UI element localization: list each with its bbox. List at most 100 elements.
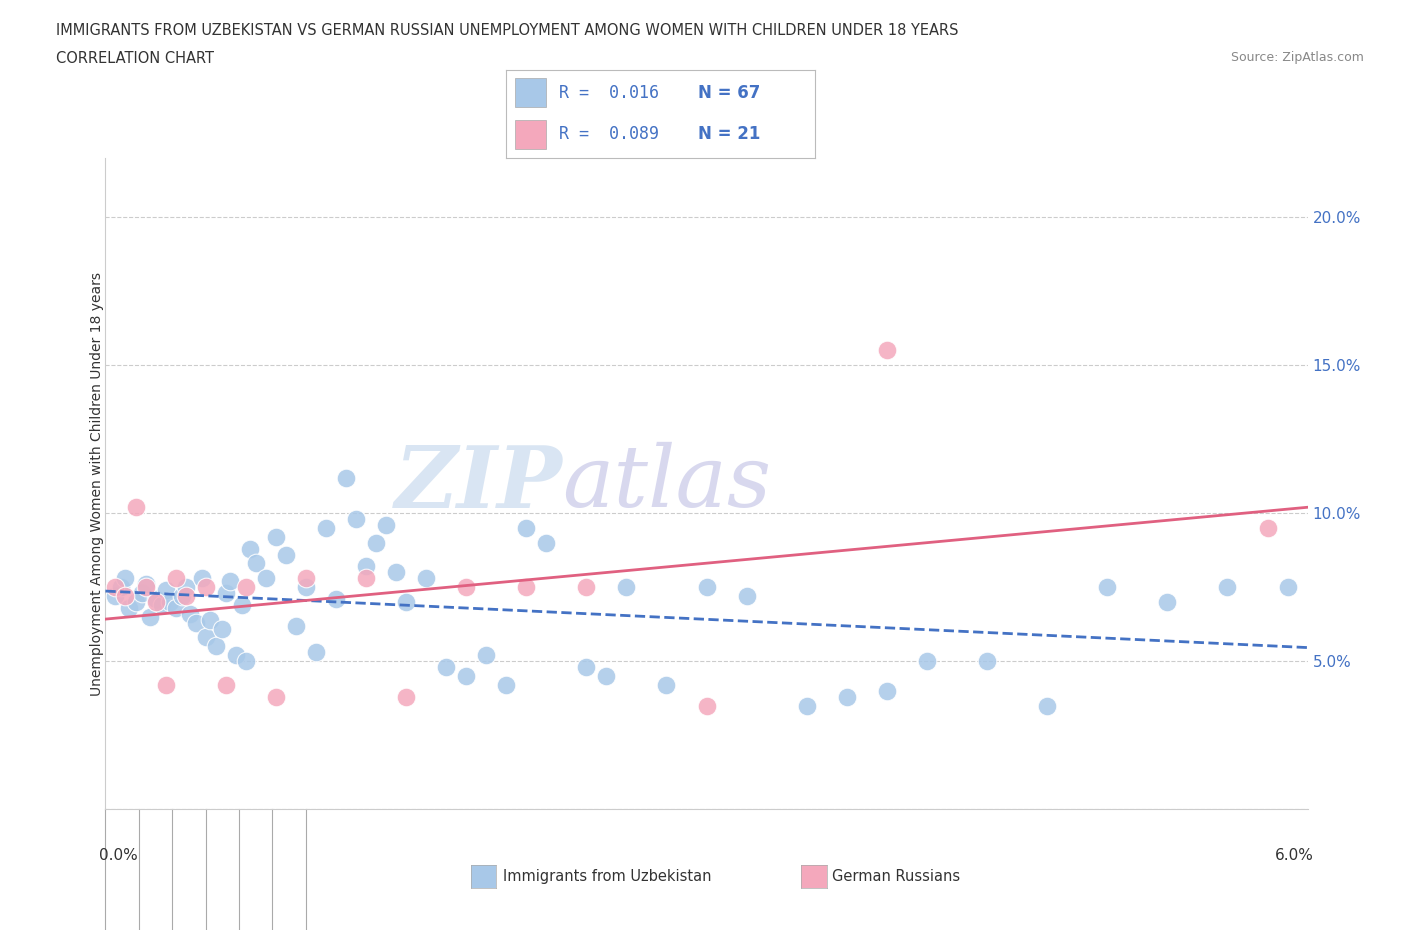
Point (155, 677, 177, 692)
Bar (516, 78, 547, 107)
Point (204, 639, 226, 654)
Point (284, 618, 307, 633)
Point (145, 591, 167, 606)
Text: German Russians: German Russians (832, 870, 960, 884)
Point (124, 594, 146, 609)
Point (1036, 698, 1059, 713)
Point (385, 565, 408, 579)
Point (395, 594, 418, 609)
Point (534, 536, 557, 551)
Point (104, 579, 127, 594)
Point (135, 579, 157, 594)
Point (131, 586, 153, 601)
Point (274, 547, 297, 562)
Point (190, 571, 212, 586)
Text: atlas: atlas (562, 443, 772, 525)
Point (225, 648, 247, 663)
Point (1277, 579, 1299, 594)
Point (174, 579, 197, 594)
Point (614, 579, 637, 594)
Point (454, 669, 477, 684)
Point (254, 571, 277, 586)
Point (515, 579, 537, 594)
Point (231, 597, 253, 612)
Point (575, 579, 598, 594)
Point (415, 571, 437, 586)
Text: ZIP: ZIP (395, 442, 562, 525)
Point (114, 589, 136, 604)
Text: 6.0%: 6.0% (1275, 848, 1313, 863)
Point (150, 597, 173, 612)
Point (305, 644, 328, 659)
Point (475, 648, 498, 663)
Point (1216, 579, 1239, 594)
Point (104, 589, 127, 604)
Point (114, 571, 136, 586)
Point (344, 512, 367, 526)
Point (395, 689, 418, 704)
Point (170, 589, 193, 604)
Point (374, 518, 396, 533)
Point (976, 654, 998, 669)
Point (835, 689, 858, 704)
Point (184, 616, 207, 631)
Point (315, 521, 337, 536)
Point (294, 571, 316, 586)
Point (218, 574, 240, 589)
Point (124, 499, 146, 514)
Point (655, 677, 678, 692)
Text: R =  0.089: R = 0.089 (558, 126, 659, 143)
Point (454, 579, 477, 594)
Text: N = 21: N = 21 (697, 126, 761, 143)
Point (214, 677, 236, 692)
Point (179, 606, 201, 621)
Text: Immigrants from Uzbekistan: Immigrants from Uzbekistan (503, 870, 711, 884)
Point (354, 571, 377, 586)
Point (118, 601, 141, 616)
Point (434, 659, 457, 674)
Point (876, 343, 898, 358)
Point (135, 577, 157, 591)
Point (575, 659, 598, 674)
Point (1156, 594, 1178, 609)
Point (245, 556, 267, 571)
Point (264, 689, 287, 704)
Point (194, 579, 217, 594)
Point (695, 579, 717, 594)
Point (1097, 579, 1119, 594)
Point (695, 698, 717, 713)
Point (235, 654, 257, 669)
Point (239, 541, 262, 556)
Point (194, 630, 217, 644)
Point (735, 589, 758, 604)
Text: Source: ZipAtlas.com: Source: ZipAtlas.com (1230, 51, 1364, 64)
Y-axis label: Unemployment Among Women with Children Under 18 years: Unemployment Among Women with Children U… (90, 272, 104, 696)
Point (110, 579, 132, 594)
Point (915, 654, 938, 669)
Point (264, 529, 287, 544)
Point (1256, 521, 1278, 536)
Text: R =  0.016: R = 0.016 (558, 84, 659, 101)
Point (235, 579, 257, 594)
Point (294, 579, 316, 594)
Point (515, 521, 537, 536)
Point (174, 589, 197, 604)
Point (165, 601, 187, 616)
Point (364, 536, 387, 551)
Point (595, 669, 617, 684)
Text: CORRELATION CHART: CORRELATION CHART (56, 51, 214, 66)
Point (796, 698, 818, 713)
Point (165, 571, 187, 586)
Point (211, 621, 233, 636)
Point (155, 583, 177, 598)
Point (198, 612, 221, 627)
Bar (516, 120, 547, 150)
Point (145, 594, 167, 609)
Point (335, 471, 357, 485)
Point (354, 559, 377, 574)
Text: N = 67: N = 67 (697, 84, 761, 101)
Point (495, 677, 517, 692)
Point (876, 684, 898, 698)
Text: 0.0%: 0.0% (100, 848, 138, 863)
Point (325, 591, 347, 606)
